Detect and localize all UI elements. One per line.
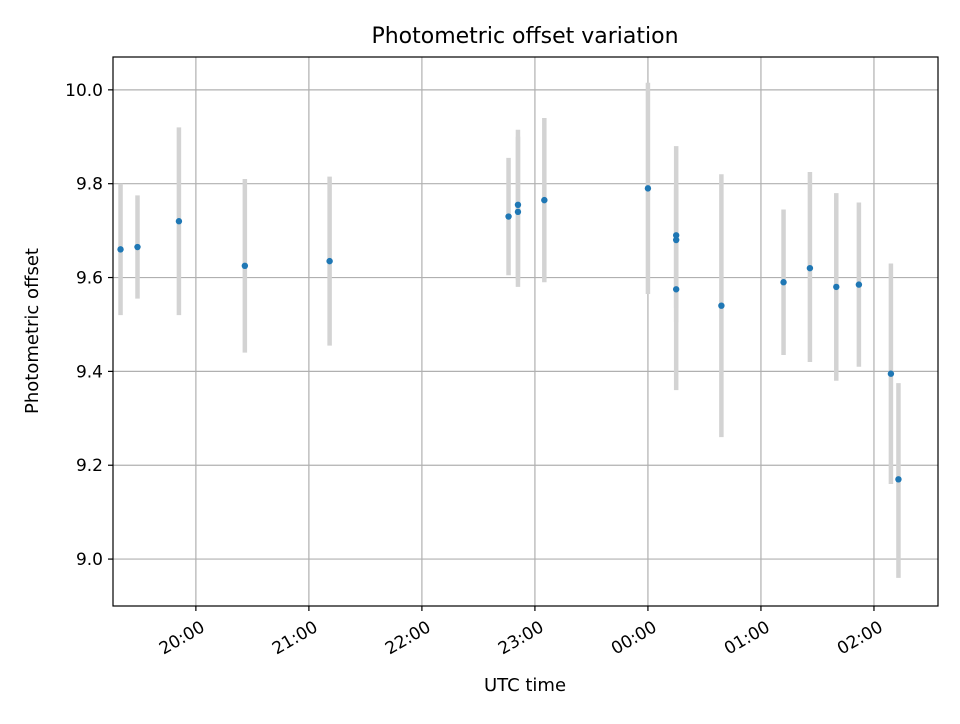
data-point [117,246,124,253]
data-point [718,302,725,309]
y-tick-label: 9.4 [76,362,103,382]
plot-frame [112,56,939,607]
data-point [644,185,652,192]
data-point [505,213,512,220]
y-tick-label: 9.2 [76,456,103,476]
marker-layer [117,185,902,483]
data-point [541,196,548,204]
data-point [134,243,141,251]
y-axis-label: Photometric offset [22,248,43,414]
data-point [833,283,840,291]
data-point [780,279,787,286]
x-axis-label: UTC time [484,675,566,696]
data-point [672,232,680,239]
data-point [241,262,249,270]
data-point [514,201,522,209]
data-point [806,264,814,272]
y-tick-label: 9.6 [76,269,103,289]
data-point [855,281,863,288]
data-point [672,236,680,244]
data-point [672,286,680,293]
grid-layer [113,57,938,606]
data-point [175,218,183,225]
y-tick-label: 9.0 [76,550,103,570]
data-point [514,208,522,216]
data-point [887,370,895,377]
data-point [326,257,333,265]
y-tick-label: 10.0 [65,81,103,101]
data-point [895,476,902,483]
y-tick-label: 9.8 [76,175,103,195]
chart-title: Photometric offset variation [371,24,678,49]
